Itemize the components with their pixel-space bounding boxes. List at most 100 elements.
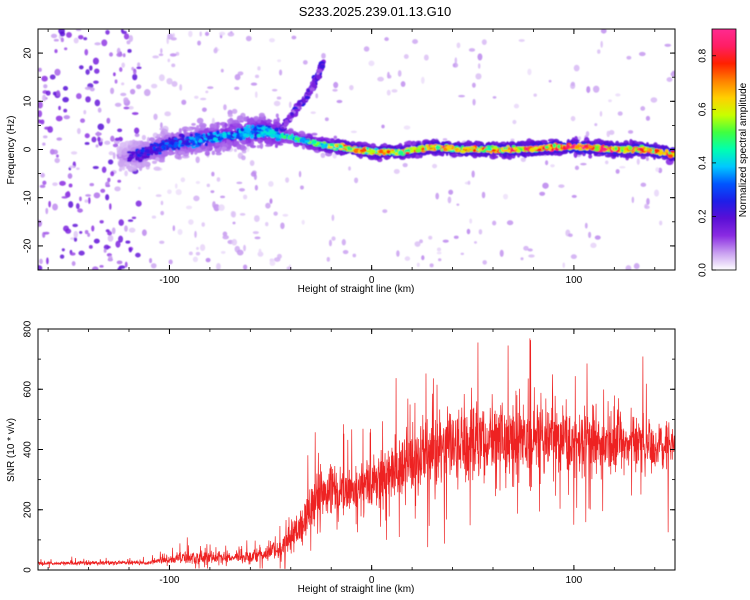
spectrogram-ridge <box>493 145 498 150</box>
spectrogram-speckle <box>571 194 577 198</box>
spectrogram-speckle <box>460 252 465 256</box>
spectrogram-speckle <box>382 209 388 214</box>
spectrogram-ridge <box>140 148 145 153</box>
spectrogram-halo <box>136 162 141 168</box>
spectrogram-speckle <box>586 86 591 94</box>
spectrogram-speckle <box>326 256 330 262</box>
spectrogram-ridge <box>253 136 258 140</box>
spectrogram-speckle <box>107 177 111 183</box>
spectrogram-ridge <box>189 133 193 138</box>
spectrogram-halo <box>640 156 647 160</box>
spectrogram-halo <box>494 155 499 159</box>
spectrogram-speckle <box>291 35 297 40</box>
spectrogram-speckle <box>66 190 71 197</box>
spectrogram-halo <box>540 150 546 156</box>
spectrogram-speckle <box>573 64 580 72</box>
spectrogram-speckle <box>499 249 504 257</box>
spectrogram-speckle <box>89 65 93 71</box>
spectrogram-ridge <box>269 129 274 133</box>
spectrogram-ridge <box>339 145 343 148</box>
spectrogram-speckle <box>83 37 88 41</box>
spectrogram-halo <box>383 156 391 160</box>
spectrogram-speckle <box>196 246 199 251</box>
spectrogram-halo <box>275 113 279 118</box>
spectrogram-halo <box>236 117 245 121</box>
spectrogram-speckle <box>93 238 100 244</box>
spectrogram-speckle <box>640 182 647 187</box>
spectrogram-ridge <box>329 143 334 147</box>
spectrogram-speckle <box>321 52 326 59</box>
spectrogram-speckle <box>99 264 104 268</box>
spectrogram-ridge <box>486 145 491 148</box>
spectrogram-speckle <box>298 170 302 178</box>
spectrogram-halo <box>233 140 240 145</box>
spectrogram-speckle <box>386 89 391 96</box>
spectrogram-halo <box>155 157 160 162</box>
spectrogram-speckle <box>75 203 80 210</box>
spectrogram-speckle <box>542 182 549 189</box>
spectrogram-speckle <box>48 200 51 208</box>
spectrogram-speckle <box>153 113 158 120</box>
spectrogram-speckle <box>600 29 607 34</box>
spectrogram-speckle <box>68 183 73 188</box>
spectrogram-speckle <box>92 165 99 170</box>
spectrogram-speckle <box>233 148 237 152</box>
spectrogram-speckle <box>604 160 609 165</box>
spectrogram-speckle <box>155 194 162 198</box>
spectrogram-ridge <box>581 146 586 150</box>
spectrogram-speckle <box>197 40 201 46</box>
spectrogram-speckle <box>97 107 102 113</box>
spectrogram-speckle <box>222 235 229 240</box>
spectrogram-speckle <box>448 189 454 195</box>
spectrogram-speckle <box>478 229 483 235</box>
spectrogram-speckle <box>391 89 398 93</box>
spectrogram-speckle <box>206 183 211 188</box>
spectrogram-speckle <box>79 230 83 234</box>
spectrogram-speckle <box>265 202 271 209</box>
spectrogram-speckle <box>341 239 346 246</box>
spectrogram-speckle <box>436 247 442 252</box>
spectrogram-speckle <box>167 33 173 40</box>
spectrogram-speckle <box>105 194 110 201</box>
spectrogram-speckle <box>324 117 329 122</box>
spectrogram-speckle <box>419 239 423 244</box>
spectrogram-speckle <box>288 101 292 109</box>
spectrogram-speckle <box>84 133 90 139</box>
spectrogram-halo <box>253 116 259 120</box>
spectrogram-speckle <box>199 31 202 37</box>
spectrogram-speckle <box>85 69 90 75</box>
spectrogram-speckle <box>128 227 136 233</box>
spectrogram-speckle <box>452 63 456 68</box>
spectrogram-speckle <box>237 71 244 76</box>
spectrogram-speckle <box>69 165 76 169</box>
spectrogram-speckle <box>421 76 425 84</box>
spectrogram-ridge <box>478 148 483 151</box>
spectrogram-speckle <box>188 251 193 256</box>
spectrogram-speckle <box>42 180 47 185</box>
spectrogram-halo <box>148 137 156 142</box>
spectrogram-halo <box>624 152 633 159</box>
spectrogram-ridge <box>275 137 281 142</box>
spectrogram-speckle <box>220 195 226 199</box>
spectrogram-speckle <box>246 145 250 153</box>
spectrogram-speckle <box>69 252 76 256</box>
spectrogram-halo <box>521 151 527 158</box>
spectrogram-ridge <box>421 147 425 151</box>
spectrogram-speckle <box>658 167 663 174</box>
spectrogram-speckle <box>117 179 122 183</box>
spectrogram-speckle <box>75 29 82 32</box>
spectrogram-speckle <box>250 82 258 86</box>
spectrogram-speckle <box>191 123 196 126</box>
spectrogram-speckle <box>123 33 130 40</box>
spectrogram-speckle <box>239 212 246 216</box>
spectrogram-speckle <box>115 240 121 248</box>
spectrogram-speckle <box>67 173 73 179</box>
spectrogram-speckle <box>234 86 240 90</box>
spectrogram-speckle <box>349 84 354 91</box>
spectrogram-ridge <box>236 133 240 138</box>
spectrogram-ridge <box>158 147 163 153</box>
spectrogram-speckle <box>403 54 409 59</box>
spectrogram-ridge <box>174 141 179 146</box>
spectrogram-speckle <box>412 39 418 44</box>
spectrogram-ridge <box>565 144 570 149</box>
